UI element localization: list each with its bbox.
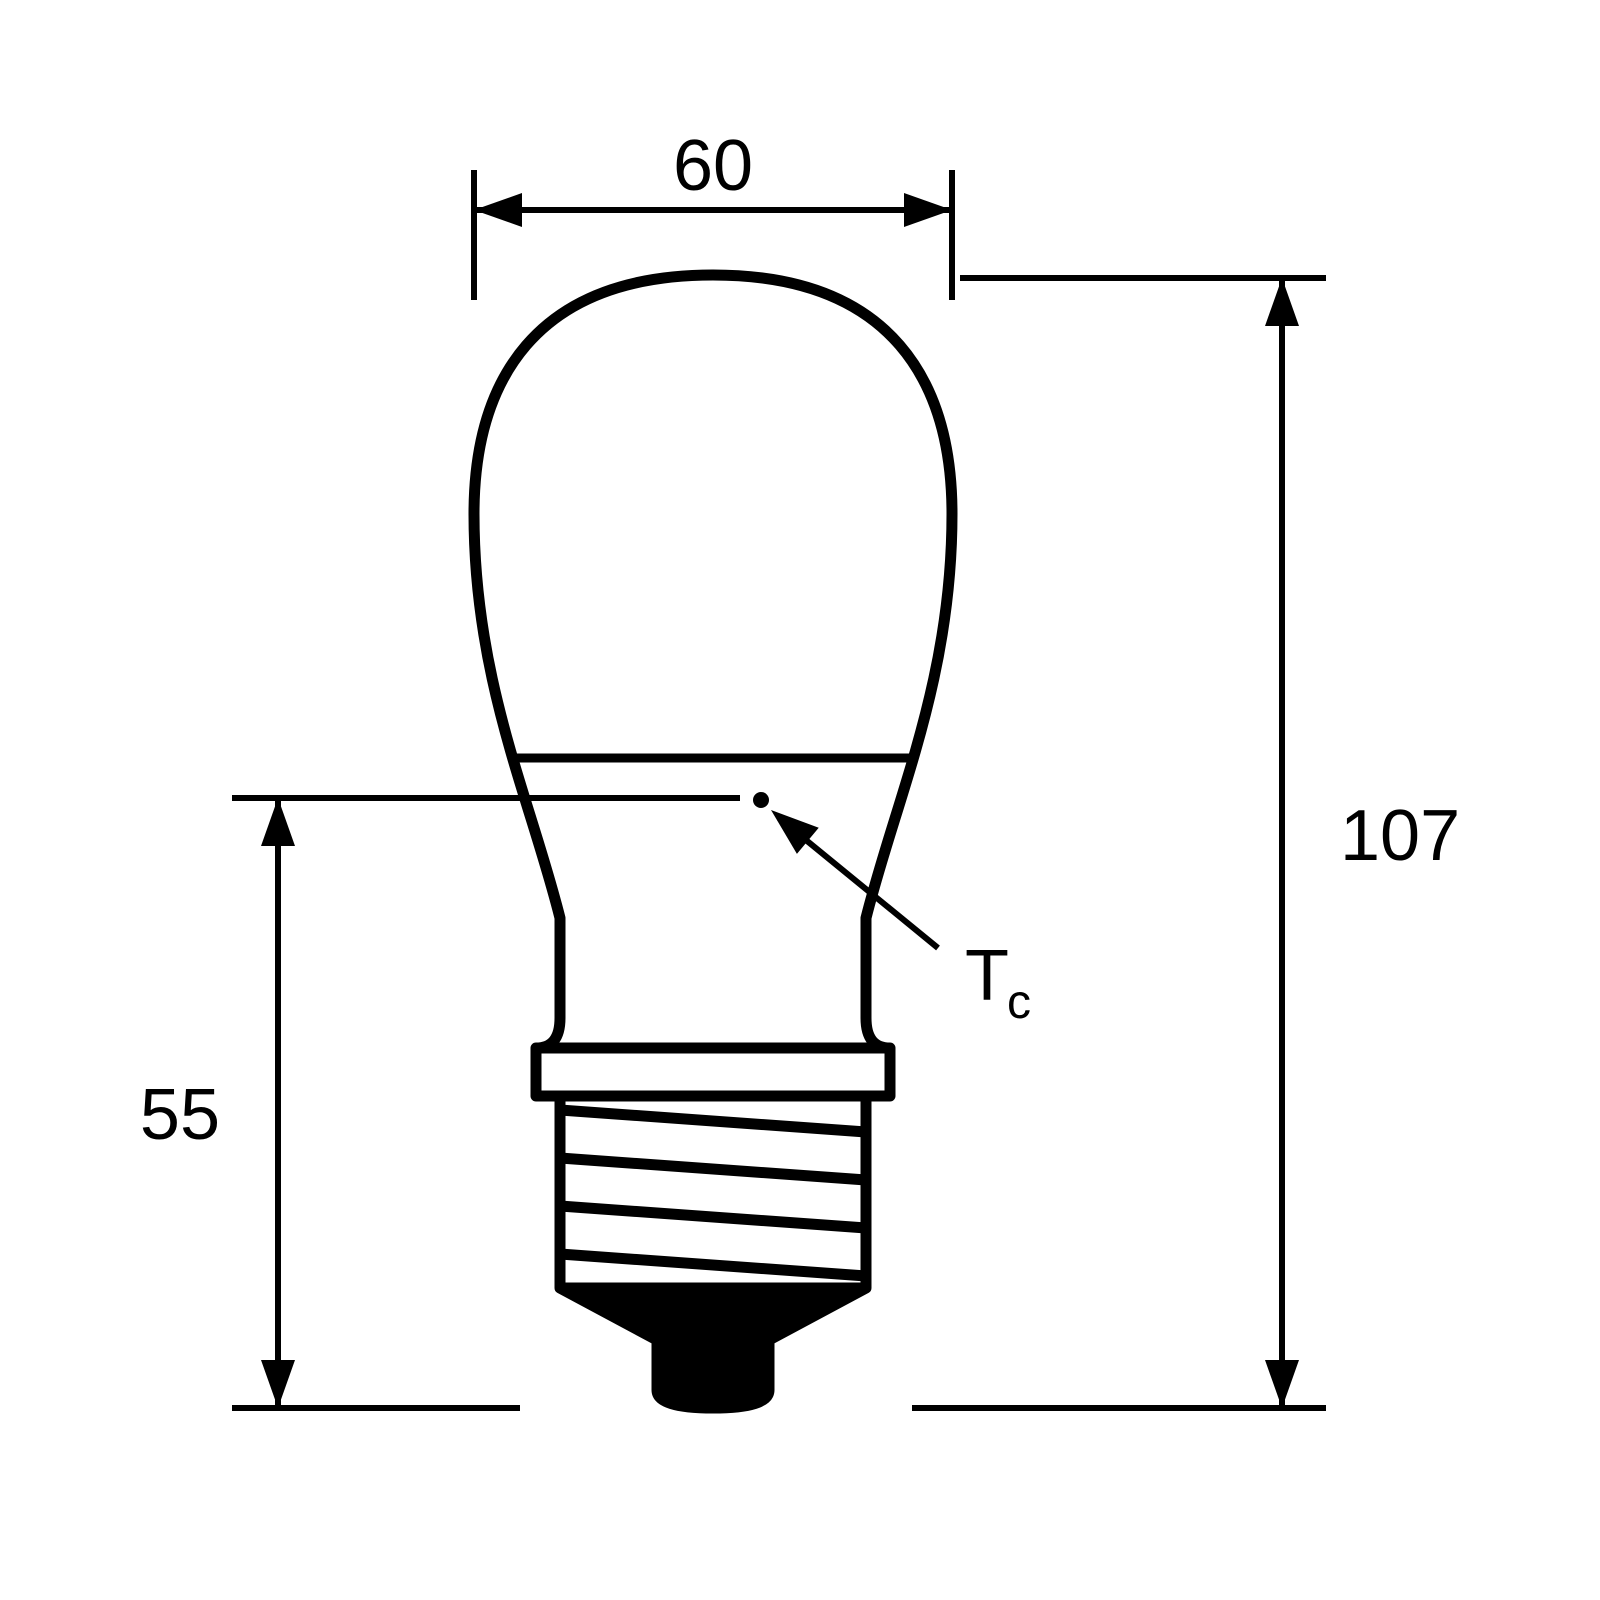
svg-text:c: c (1007, 976, 1031, 1029)
tc-point (753, 792, 769, 808)
svg-text:T: T (965, 936, 1009, 1016)
dim-label-60: 60 (673, 126, 753, 206)
arrow-head (261, 1360, 295, 1408)
thread-line (560, 1110, 866, 1132)
arrow-head (1265, 278, 1299, 326)
thread-line (560, 1158, 866, 1180)
dim-label-55: 55 (140, 1075, 220, 1155)
thread-line (560, 1206, 866, 1228)
bulb-outline (474, 275, 952, 1408)
bulb-dimension-diagram: 60 107 55 Tc (0, 0, 1600, 1600)
tc-label: Tc (965, 936, 1031, 1029)
thread-line (560, 1254, 866, 1276)
dim-label-107: 107 (1340, 796, 1460, 876)
arrow-head (261, 798, 295, 846)
arrow-head (474, 193, 522, 227)
arrow-head (904, 193, 952, 227)
bulb-tip-contact (657, 1340, 769, 1408)
arrow-head (1265, 1360, 1299, 1408)
